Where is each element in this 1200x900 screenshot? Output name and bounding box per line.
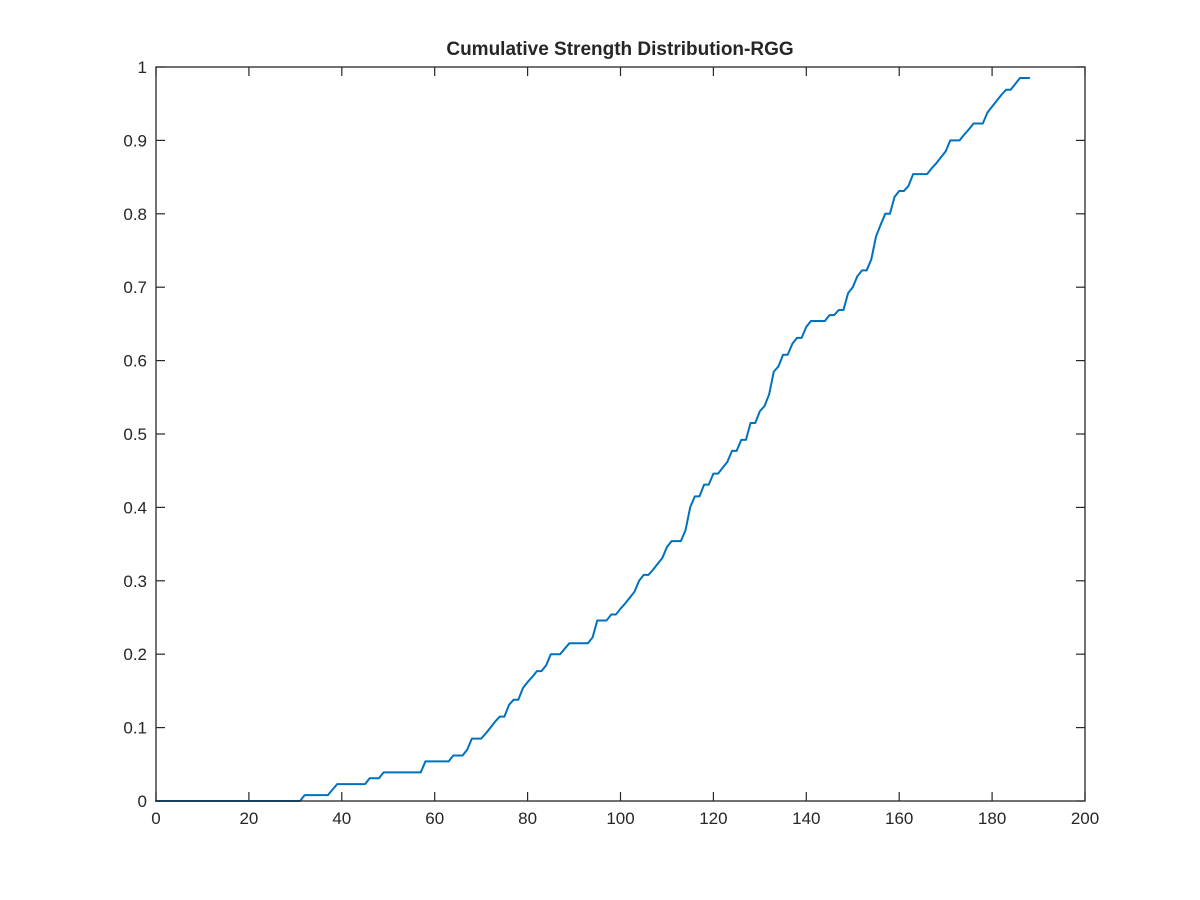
chart-title: Cumulative Strength Distribution-RGG: [446, 39, 793, 60]
x-tick-label: 140: [792, 809, 820, 828]
y-tick-label: 0.7: [123, 278, 147, 297]
y-tick-labels: 0 0.1 0.2 0.3 0.4 0.5 0.6 0.7 0.8 0.9 1: [123, 58, 147, 811]
x-tick-label: 40: [332, 809, 351, 828]
y-tick-label: 0: [138, 792, 147, 811]
x-tick-label: 200: [1071, 809, 1099, 828]
x-tick-label: 80: [518, 809, 537, 828]
x-tick-label: 160: [885, 809, 913, 828]
y-tick-label: 1: [138, 58, 147, 77]
y-tick-label: 0.1: [123, 719, 147, 738]
series-layer: [155, 77, 1031, 802]
y-tick-label: 0.4: [123, 498, 147, 517]
y-tick-label: 0.5: [123, 425, 147, 444]
ticks-layer: [155, 66, 1086, 802]
x-tick-label: 100: [606, 809, 634, 828]
x-tick-label: 0: [151, 809, 160, 828]
y-tick-label: 0.2: [123, 645, 147, 664]
x-tick-label: 60: [425, 809, 444, 828]
x-tick-labels: 0 20 40 60 80 100 120 140 160 180 200: [151, 809, 1099, 828]
y-tick-label: 0.3: [123, 572, 147, 591]
x-tick-label: 20: [239, 809, 258, 828]
series-line-0: [155, 77, 1031, 802]
y-tick-label: 0.6: [123, 352, 147, 371]
x-tick-label: 120: [699, 809, 727, 828]
y-tick-label: 0.8: [123, 205, 147, 224]
axes-box: [155, 66, 1086, 802]
x-tick-label: 180: [978, 809, 1006, 828]
y-tick-label: 0.9: [123, 131, 147, 150]
